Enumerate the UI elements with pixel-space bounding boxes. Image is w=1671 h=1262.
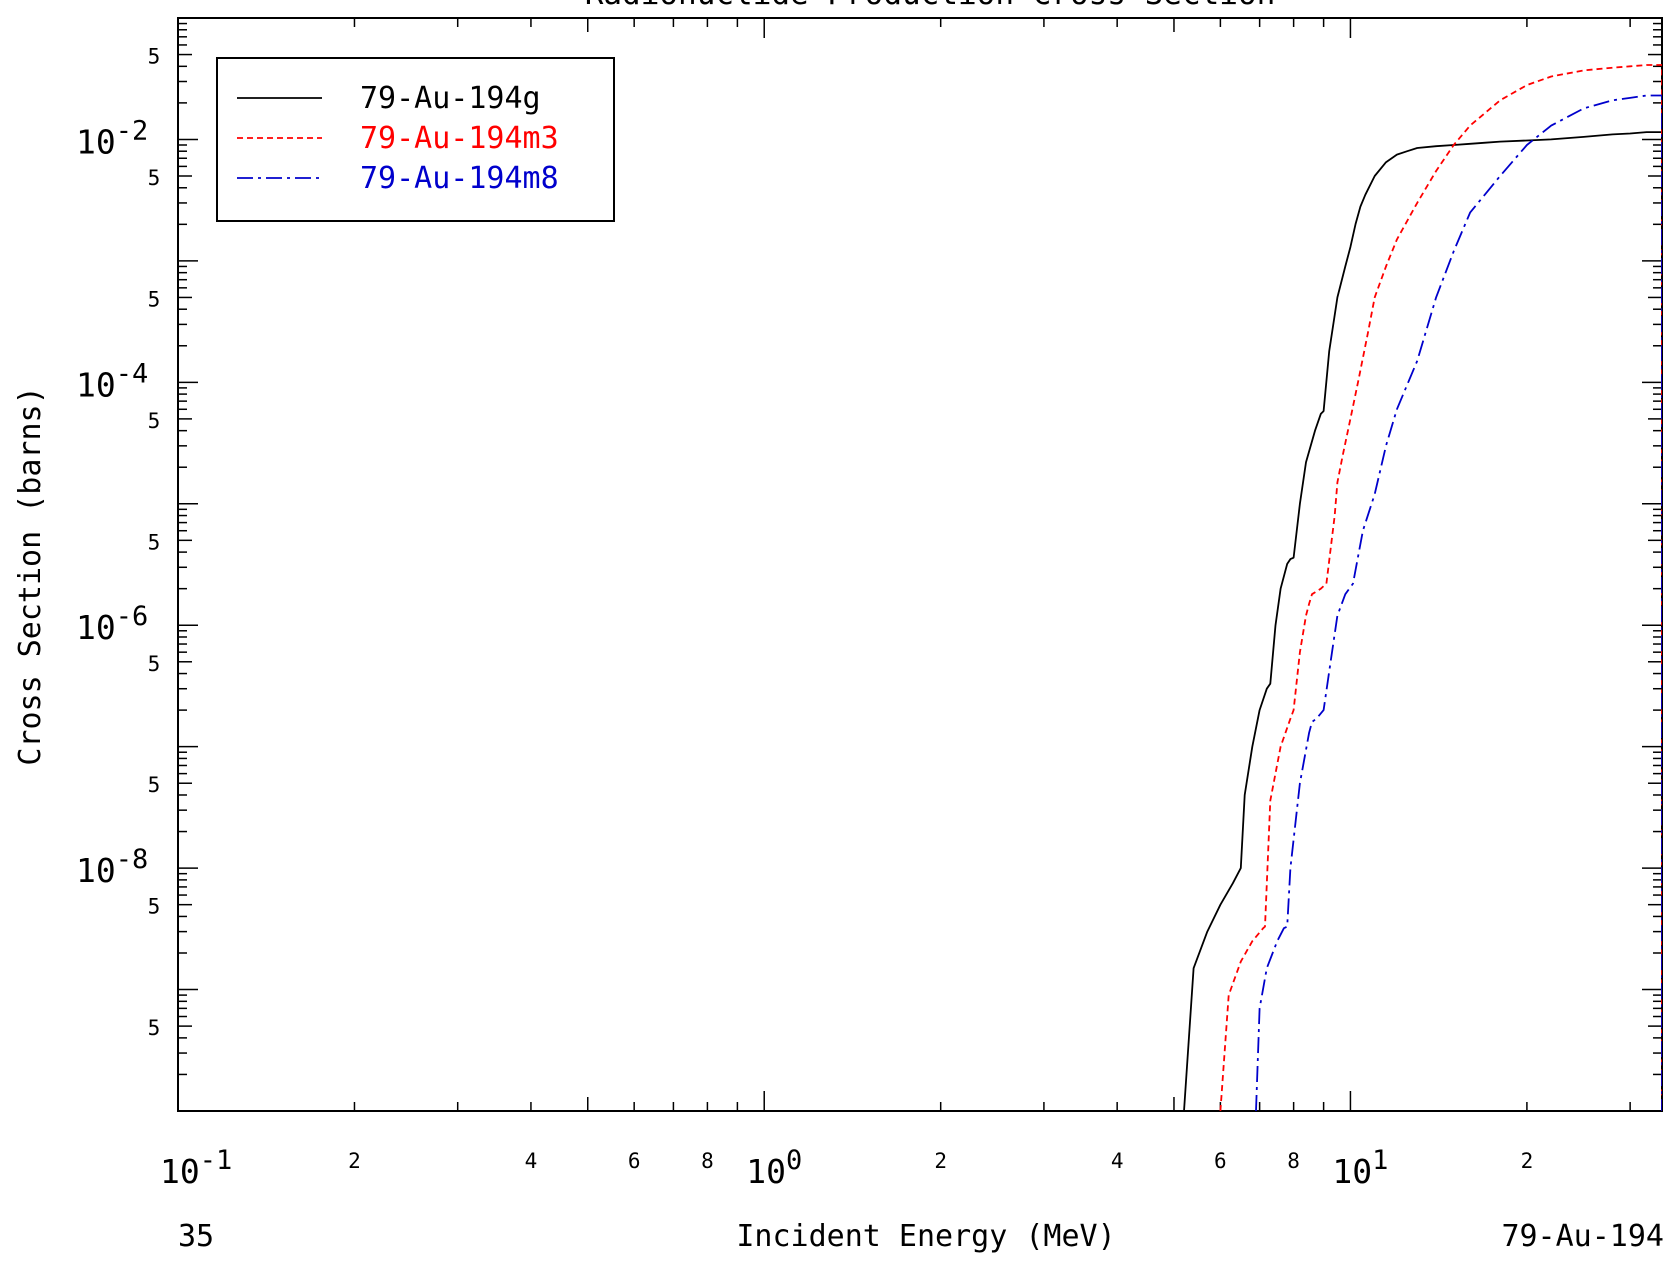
- legend-label: 79-Au-194m3: [360, 121, 559, 156]
- x-tick-label: 2: [348, 1149, 361, 1173]
- footer-left-label: 35: [178, 1219, 214, 1254]
- y-tick-label: 10-4: [76, 358, 148, 404]
- y-tick-label: 10-2: [76, 115, 148, 161]
- x-tick-label: 2: [1521, 1149, 1534, 1173]
- y-axis-title: Cross Section (barns): [13, 386, 48, 765]
- legend-label: 79-Au-194g: [360, 81, 541, 116]
- y-tick-label: 10-6: [76, 601, 148, 647]
- x-tick-label: 8: [1287, 1149, 1300, 1173]
- series-line: [1255, 94, 1662, 1111]
- series-line: [1183, 131, 1662, 1111]
- x-tick-label: 4: [1111, 1149, 1124, 1173]
- x-tick-label: 100: [746, 1145, 802, 1191]
- y-tick-label: 5: [148, 1016, 161, 1040]
- legend-label: 79-Au-194m8: [360, 161, 559, 196]
- legend-box: [216, 57, 615, 222]
- y-tick-label: 5: [148, 409, 161, 433]
- y-tick-label: 10-8: [76, 844, 148, 890]
- x-tick-label: 4: [525, 1149, 538, 1173]
- x-tick-label: 10-1: [160, 1145, 232, 1191]
- series-layer: [1183, 64, 1662, 1111]
- axis-ticks: [177, 18, 1662, 1112]
- chart-title: Radionuclide Production Cross Section: [585, 0, 1276, 12]
- x-tick-label: 2: [934, 1149, 947, 1173]
- y-tick-label: 5: [148, 166, 161, 190]
- x-axis-title: Incident Energy (MeV): [736, 1219, 1115, 1254]
- x-tick-label: 8: [701, 1149, 714, 1173]
- footer-right-label: 79-Au-194: [1501, 1219, 1664, 1254]
- x-tick-label: 6: [628, 1149, 641, 1173]
- y-tick-label: 5: [148, 773, 161, 797]
- x-tick-label: 6: [1214, 1149, 1227, 1173]
- y-tick-label: 5: [148, 652, 161, 676]
- y-tick-label: 5: [148, 530, 161, 554]
- legend: 79-Au-194g 79-Au-194m3 79-Au-194m8: [216, 57, 615, 222]
- y-tick-label: 5: [148, 45, 161, 69]
- x-tick-label: 101: [1332, 1145, 1388, 1191]
- y-tick-label: 5: [148, 287, 161, 311]
- y-tick-label: 5: [148, 895, 161, 919]
- x-axis-tick-labels: 10-1 100 101 2 4 6 8 2 4 6 8 2: [160, 1145, 1533, 1191]
